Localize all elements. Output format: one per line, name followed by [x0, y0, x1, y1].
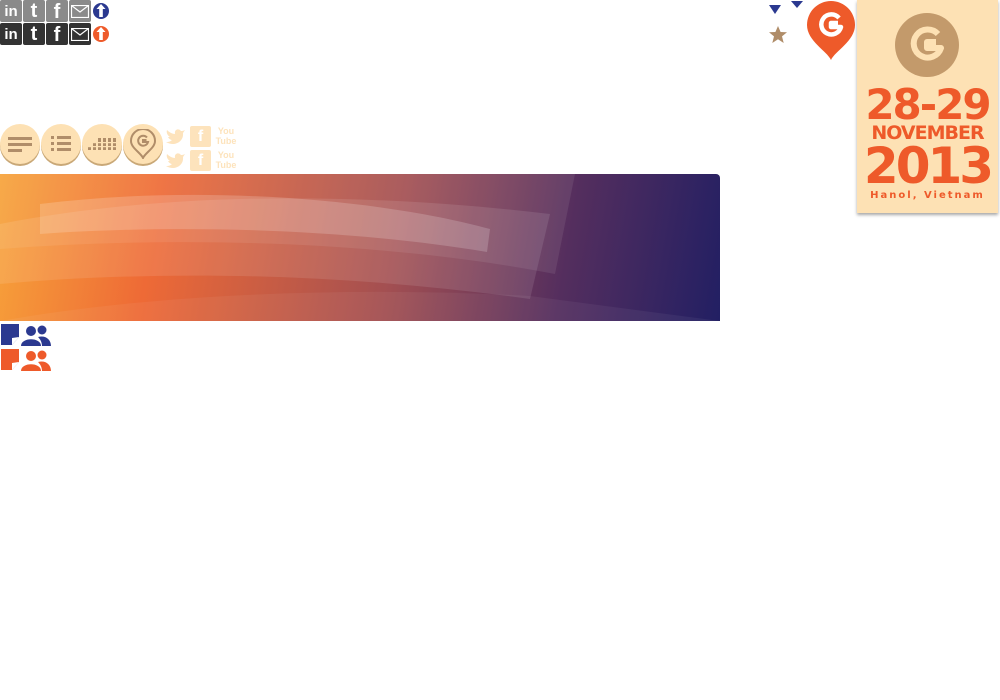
twitter-label: t — [30, 0, 38, 22]
event-location: Hanol, Vietnam — [870, 190, 985, 201]
facebook-icon[interactable]: f — [46, 23, 68, 46]
event-month: NOVEMBER — [871, 122, 984, 144]
star-icon[interactable] — [768, 25, 788, 44]
facebook-label: f — [197, 151, 204, 169]
social-share-row-hover: in t f — [0, 23, 110, 46]
text-view-button[interactable] — [0, 124, 40, 164]
facebook-icon[interactable]: f — [190, 126, 211, 147]
linkedin-label: in — [4, 25, 18, 43]
share-icon[interactable] — [92, 23, 110, 45]
twitter-bird-icon[interactable] — [166, 126, 186, 146]
youtube-icon[interactable]: You Tube — [215, 150, 237, 171]
email-icon[interactable] — [69, 23, 91, 45]
twitter-bird-icon[interactable] — [166, 150, 186, 170]
event-dates: 28-29 — [865, 80, 991, 129]
event-logo-icon — [895, 13, 959, 77]
event-year: 2013 — [863, 137, 994, 195]
map-pin-logo-icon[interactable] — [805, 1, 857, 62]
facebook-icon[interactable]: f — [46, 0, 68, 23]
youtube-icon[interactable]: You Tube — [215, 126, 237, 147]
dropdown-arrow-icon[interactable] — [790, 0, 804, 9]
twitter-label: t — [30, 22, 38, 45]
linkedin-label: in — [4, 2, 18, 20]
note-icon[interactable] — [1, 349, 19, 370]
grid-view-button[interactable] — [82, 124, 122, 164]
social-share-row: in t f — [0, 0, 110, 23]
event-card[interactable]: 28-29 NOVEMBER 2013 Hanol, Vietnam — [857, 0, 998, 213]
twitter-icon[interactable]: t — [23, 23, 45, 45]
share-icon[interactable] — [92, 0, 110, 22]
facebook-label: f — [53, 1, 61, 23]
facebook-icon[interactable]: f — [190, 150, 211, 171]
hero-banner — [0, 174, 720, 321]
grid-icon — [88, 138, 116, 150]
dropdown-arrow-icon[interactable] — [768, 4, 782, 15]
facebook-label: f — [53, 24, 61, 46]
people-icon[interactable] — [21, 325, 51, 346]
align-left-icon — [8, 137, 32, 152]
location-view-button[interactable] — [123, 124, 163, 164]
note-icon[interactable] — [1, 324, 19, 345]
map-pin-icon — [130, 129, 156, 159]
linkedin-icon[interactable]: in — [0, 23, 22, 45]
linkedin-icon[interactable]: in — [0, 0, 22, 22]
list-view-button[interactable] — [41, 124, 81, 164]
people-icon[interactable] — [21, 350, 51, 371]
list-icon — [51, 136, 71, 151]
youtube-label: You Tube — [215, 150, 237, 170]
facebook-label: f — [197, 127, 204, 145]
twitter-icon[interactable]: t — [23, 0, 45, 22]
email-icon[interactable] — [69, 0, 91, 22]
media-links-row: f You Tube — [166, 126, 237, 147]
youtube-label: You Tube — [215, 126, 237, 146]
media-links-row-hover: f You Tube — [166, 150, 237, 171]
hero-swoosh-decoration — [0, 174, 720, 321]
